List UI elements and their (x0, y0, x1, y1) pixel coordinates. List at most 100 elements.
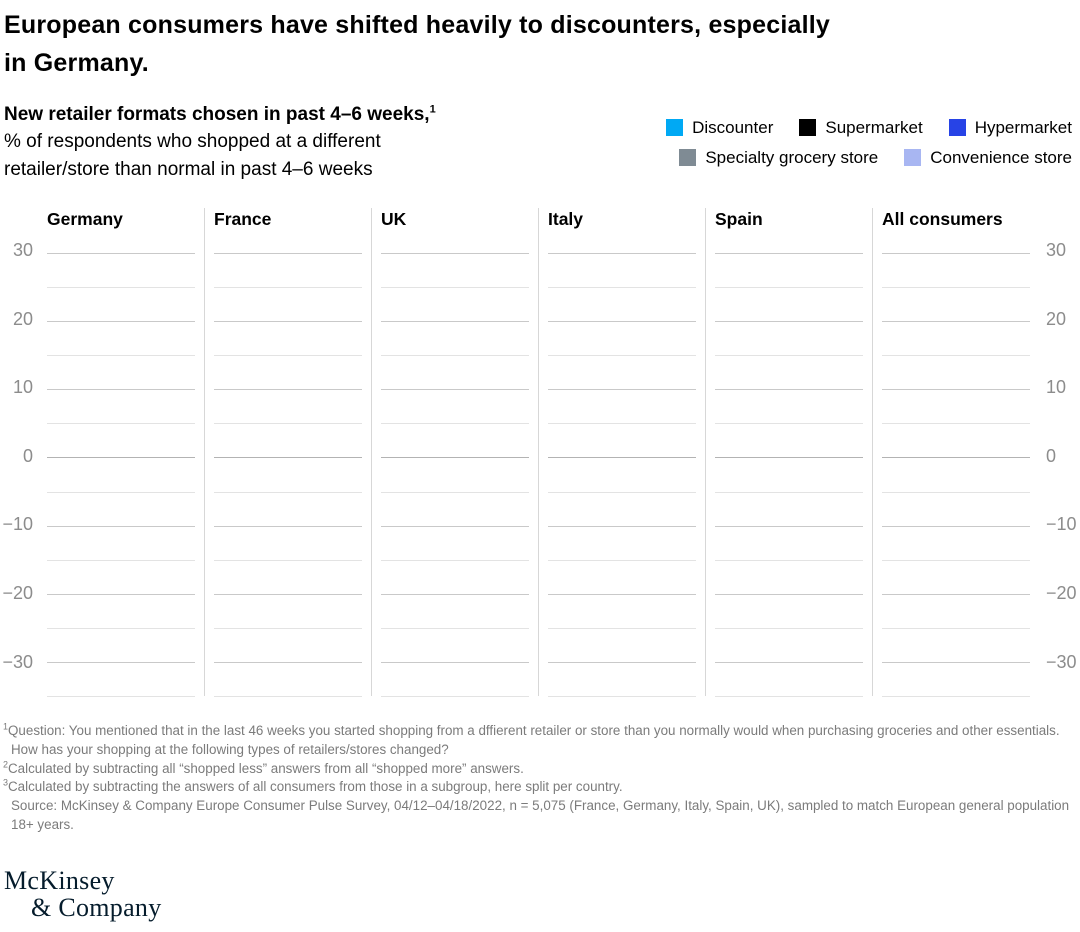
legend-swatch-convenience-store (904, 149, 922, 166)
gridline-15 (214, 355, 362, 357)
legend-label: Hypermarket (974, 118, 1072, 137)
gridline--25 (548, 627, 696, 629)
panel-header-italy: Italy (548, 209, 584, 229)
gridline--10 (548, 525, 696, 527)
chart-header: New retailer formats chosen in past 4–6 … (4, 102, 1072, 184)
panel-spain: Spain (715, 206, 863, 697)
panel-header-all-consumers: All consumers (882, 209, 1003, 229)
legend-swatch-specialty-grocery-store (679, 149, 697, 166)
legend-item-discounter: Discounter (666, 118, 773, 137)
gridline--30 (882, 661, 1030, 663)
legend-label: Discounter (692, 118, 774, 137)
gridline-25 (47, 287, 195, 289)
gridline--25 (214, 627, 362, 629)
gridline--35 (548, 696, 696, 697)
legend-swatch-supermarket (799, 119, 817, 136)
gridline-20 (381, 321, 529, 323)
gridline-20 (214, 321, 362, 323)
gridline--35 (381, 696, 529, 697)
gridline-15 (882, 355, 1030, 357)
gridline-30 (47, 253, 195, 254)
chart-subtitle: New retailer formats chosen in past 4–6 … (4, 102, 436, 128)
gridline-5 (882, 423, 1030, 425)
footnote-text: Calculated by subtracting all “shopped l… (8, 760, 524, 776)
legend-item-specialty-grocery-store: Specialty grocery store (679, 148, 878, 167)
panel-plot-all-consumers (882, 253, 1030, 697)
gridline-5 (715, 423, 863, 425)
panel-header-france: France (214, 209, 272, 229)
gridline--25 (882, 627, 1030, 629)
gridline--35 (882, 696, 1030, 697)
gridline-25 (715, 287, 863, 289)
gridline-30 (548, 253, 696, 254)
panel-divider (204, 208, 205, 696)
gridline--30 (214, 661, 362, 663)
gridline--15 (548, 559, 696, 561)
gridline-25 (214, 287, 362, 289)
gridline--35 (47, 696, 195, 697)
y-axis-left-tick--10: −10 (2, 514, 33, 535)
chart-subtitle-footnote-marker: 1 (429, 103, 436, 116)
y-axis-right-tick--20: −20 (1046, 583, 1077, 604)
gridline-0 (214, 457, 362, 459)
y-axis-left-tick--20: −20 (2, 583, 33, 604)
gridline-0 (381, 457, 529, 459)
footnote-marker-3: 3 (3, 777, 9, 788)
gridline--5 (381, 491, 529, 493)
footnote-text: Calculated by subtracting the answers of… (8, 779, 623, 795)
panel-divider (705, 208, 706, 696)
y-axis-right: 30 20 10 0 −10 −20 −30 (1030, 240, 1080, 696)
gridline-0 (715, 457, 863, 459)
y-axis-right-tick--30: −30 (1046, 651, 1077, 672)
panel-divider (538, 208, 539, 696)
legend-label: Convenience store (930, 148, 1072, 167)
gridline-25 (381, 287, 529, 289)
panel-germany: Germany (47, 206, 195, 697)
gridline--10 (214, 525, 362, 527)
y-axis-left-tick--30: −30 (2, 651, 33, 672)
y-axis-right-tick--10: −10 (1046, 514, 1077, 535)
footnote-1: 1Question: You mentioned that in the las… (3, 722, 1078, 760)
panel-plot-uk (381, 253, 529, 697)
gridline-0 (548, 457, 696, 459)
panel-divider (371, 208, 372, 696)
gridline-20 (715, 321, 863, 323)
panel-france: France (214, 206, 362, 697)
gridline--5 (715, 491, 863, 493)
chart-description-line-1: % of respondents who shopped at a differ… (4, 131, 381, 152)
panel-italy: Italy (548, 206, 696, 697)
gridline-25 (548, 287, 696, 289)
y-axis-left-tick-30: 30 (12, 240, 33, 260)
gridline-10 (882, 389, 1030, 391)
legend-label: Supermarket (825, 118, 923, 137)
gridline--30 (47, 661, 195, 663)
footnote-marker-2: 2 (3, 759, 9, 770)
gridline--20 (381, 593, 529, 595)
gridline-5 (214, 423, 362, 425)
logo-line-2: & Company (31, 892, 162, 922)
gridline-10 (47, 389, 195, 391)
gridline--15 (882, 559, 1030, 561)
y-axis-right-tick-20: 20 (1046, 308, 1067, 329)
legend-label: Specialty grocery store (705, 148, 879, 167)
y-axis-right-tick-10: 10 (1046, 377, 1067, 398)
y-axis-left: 30 20 10 0 −10 −20 −30 (0, 240, 40, 696)
gridline-10 (548, 389, 696, 391)
footnote-source: Source: McKinsey & Company Europe Consum… (11, 798, 1070, 832)
legend: Discounter Supermarket Hypermarket Specialt… (666, 118, 1072, 167)
gridline--10 (715, 525, 863, 527)
gridline-20 (548, 321, 696, 323)
gridline-5 (381, 423, 529, 425)
gridline--20 (214, 593, 362, 595)
panel-header-uk: UK (381, 209, 407, 229)
panel-plot-spain (715, 253, 863, 697)
legend-swatch-hypermarket (948, 119, 966, 136)
gridline-10 (715, 389, 863, 391)
mckinsey-logo: McKinsey & Company (4, 867, 1080, 921)
chart-description-line-2: retailer/store than normal in past 4–6 w… (4, 159, 373, 180)
panel-plot-germany (47, 253, 195, 697)
gridline--15 (47, 559, 195, 561)
gridline--25 (715, 627, 863, 629)
gridline--20 (47, 593, 195, 595)
